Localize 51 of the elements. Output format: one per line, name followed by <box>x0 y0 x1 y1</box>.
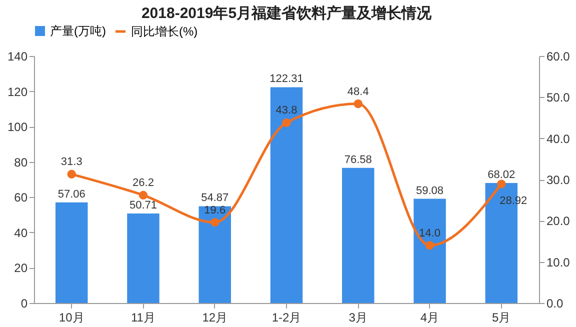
x-tick-label: 10月 <box>58 310 84 324</box>
y-tick-label: 120 <box>7 84 28 99</box>
point <box>210 218 220 227</box>
data-label: 59.08 <box>416 184 444 197</box>
y-tick-label: 40 <box>14 226 28 240</box>
bar <box>270 87 303 303</box>
x-tick-label: 12月 <box>202 310 228 324</box>
y2-tick-label: 40.0 <box>546 132 570 146</box>
bar <box>127 214 160 303</box>
legend-label: 同比增长(%) <box>131 24 198 38</box>
y-tick-label: 0 <box>20 296 28 310</box>
data-label: 57.06 <box>58 188 86 200</box>
data-label: 14.0 <box>419 227 440 240</box>
bar <box>414 198 446 303</box>
point <box>425 241 434 250</box>
data-label: 50.71 <box>129 200 158 212</box>
bar <box>342 168 374 303</box>
x-tick-label: 4月 <box>420 310 440 324</box>
data-label: 26.2 <box>132 177 154 190</box>
point <box>67 170 76 178</box>
x-tick-label: 3月 <box>348 310 368 324</box>
y2-tick-label: 60.0 <box>546 50 570 64</box>
data-label: 48.4 <box>347 86 369 98</box>
y-tick-label: 80 <box>14 155 28 170</box>
x-tick-label: 5月 <box>492 310 511 324</box>
data-label: 43.8 <box>276 104 298 117</box>
legend-label: 产量(万吨) <box>50 24 106 38</box>
bar <box>198 206 231 303</box>
bar <box>55 202 88 303</box>
x-tick-label: 1-2月 <box>272 310 302 324</box>
y-tick-label: 140 <box>7 50 28 64</box>
x-tick-label: 11月 <box>131 310 156 324</box>
point <box>138 190 148 200</box>
point <box>497 180 506 188</box>
data-label: 54.87 <box>201 192 229 204</box>
chart-title: 2018-2019年5月福建省饮料产量及增长情况 <box>141 5 433 22</box>
data-label: 122.31 <box>270 73 304 86</box>
point <box>282 118 291 128</box>
point <box>354 99 362 108</box>
y-tick-label: 20 <box>14 261 28 276</box>
y2-tick-label: 0.0 <box>546 296 564 310</box>
y2-tick-label: 50.0 <box>546 90 570 105</box>
data-label: 68.02 <box>488 168 516 181</box>
y-tick-label: 60 <box>14 190 28 205</box>
data-label: 19.6 <box>204 204 226 216</box>
data-label: 31.3 <box>60 156 82 168</box>
y-tick-label: 100 <box>7 120 28 134</box>
y2-tick-label: 10.0 <box>546 255 570 270</box>
data-label: 76.58 <box>344 154 372 166</box>
y2-tick-label: 30.0 <box>546 173 570 187</box>
y2-tick-label: 20.0 <box>546 214 570 228</box>
